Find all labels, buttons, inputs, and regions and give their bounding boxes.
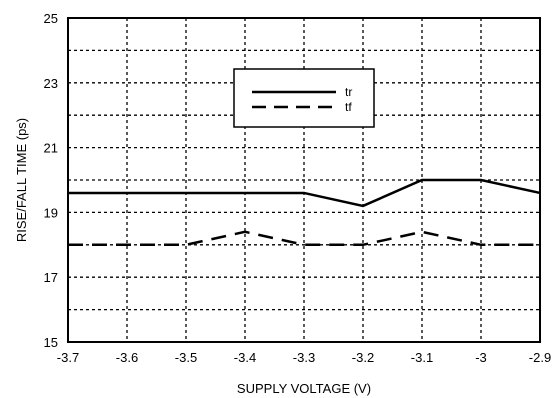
x-tick-label: -2.9: [529, 350, 551, 365]
y-tick-label: 21: [44, 141, 58, 156]
y-tick-label: 23: [44, 76, 58, 91]
x-tick-label: -3.7: [57, 350, 79, 365]
series-line-tf: [68, 230, 540, 247]
series-line-tr: [68, 178, 541, 208]
x-tick-label: -3.2: [352, 350, 374, 365]
legend-label-tf: tf: [345, 100, 352, 114]
legend-label-tr: tr: [345, 85, 352, 99]
y-tick-label: 19: [44, 205, 58, 220]
series-lines: [68, 178, 541, 247]
y-axis-ticks: 15 17 19 21 23 25: [44, 11, 58, 350]
plot-area-frame: [67, 17, 541, 343]
legend: tr tf: [233, 68, 375, 128]
x-tick-label: -3.3: [293, 350, 315, 365]
x-tick-label: -3.4: [234, 350, 256, 365]
legend-box: [233, 68, 375, 128]
x-axis-ticks: -3.7 -3.6 -3.5 -3.4 -3.3 -3.2 -3.1 -3 -2.9: [57, 350, 551, 365]
y-tick-label: 15: [44, 335, 58, 350]
x-tick-label: -3.5: [175, 350, 197, 365]
y-axis-title: RISE/FALL TIME (ps): [14, 118, 29, 242]
y-tick-label: 25: [44, 11, 58, 26]
x-tick-label: -3.1: [411, 350, 433, 365]
y-tick-label: 17: [44, 270, 58, 285]
x-axis-title: SUPPLY VOLTAGE (V): [237, 381, 371, 396]
x-tick-label: -3.6: [116, 350, 138, 365]
x-tick-label: -3: [475, 350, 487, 365]
